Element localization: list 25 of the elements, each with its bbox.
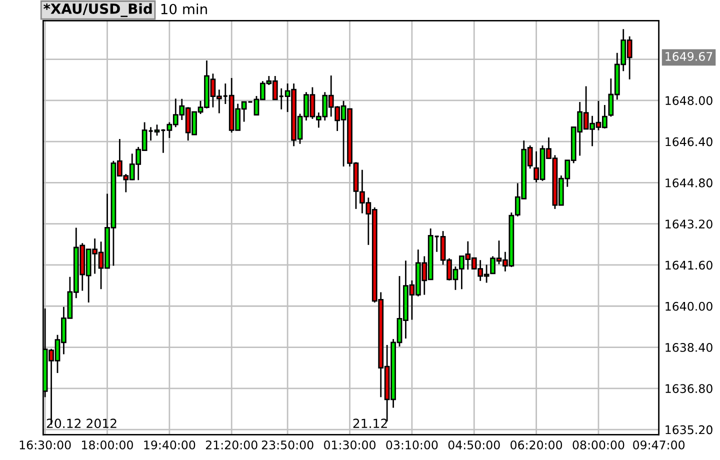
- x-tick-label: 08:00:00: [572, 440, 624, 450]
- annotation: 21.12: [353, 418, 387, 428]
- y-tick-label: 1641.60: [666, 260, 712, 270]
- annotation: 20.12 2012: [46, 418, 116, 428]
- x-tick-label: 04:50:00: [448, 440, 500, 450]
- x-tick-label: 03:10:00: [386, 440, 438, 450]
- x-tick-label: 06:20:00: [510, 440, 562, 450]
- y-tick-label: 1635.20: [666, 425, 712, 434]
- chart-title: *XAU/USD_Bid: [43, 3, 152, 18]
- y-tick-label: 1644.80: [666, 178, 712, 188]
- x-tick-label: 01:30:00: [324, 440, 376, 450]
- y-tick-label: 1640.00: [666, 302, 712, 311]
- y-tick-label: 1636.80: [666, 384, 712, 394]
- text: 09:47:00: [633, 440, 685, 450]
- x-tick-label: 16:30:00: [20, 440, 71, 450]
- x-tick-label: 23:50:00: [262, 440, 314, 450]
- y-tick-label: 1648.00: [666, 96, 712, 106]
- x-tick-label: 21:20:00: [206, 440, 258, 450]
- text: 1649.67: [666, 52, 712, 61]
- x-tick-label: 18:00:00: [82, 440, 133, 450]
- y-tick-label: 1646.40: [666, 137, 712, 146]
- chart-subtitle: 10 min: [161, 4, 207, 14]
- y-tick-label: 1643.20: [666, 220, 712, 228]
- y-tick-label: 1638.40: [666, 342, 712, 352]
- x-tick-label: 19:40:00: [144, 440, 196, 450]
